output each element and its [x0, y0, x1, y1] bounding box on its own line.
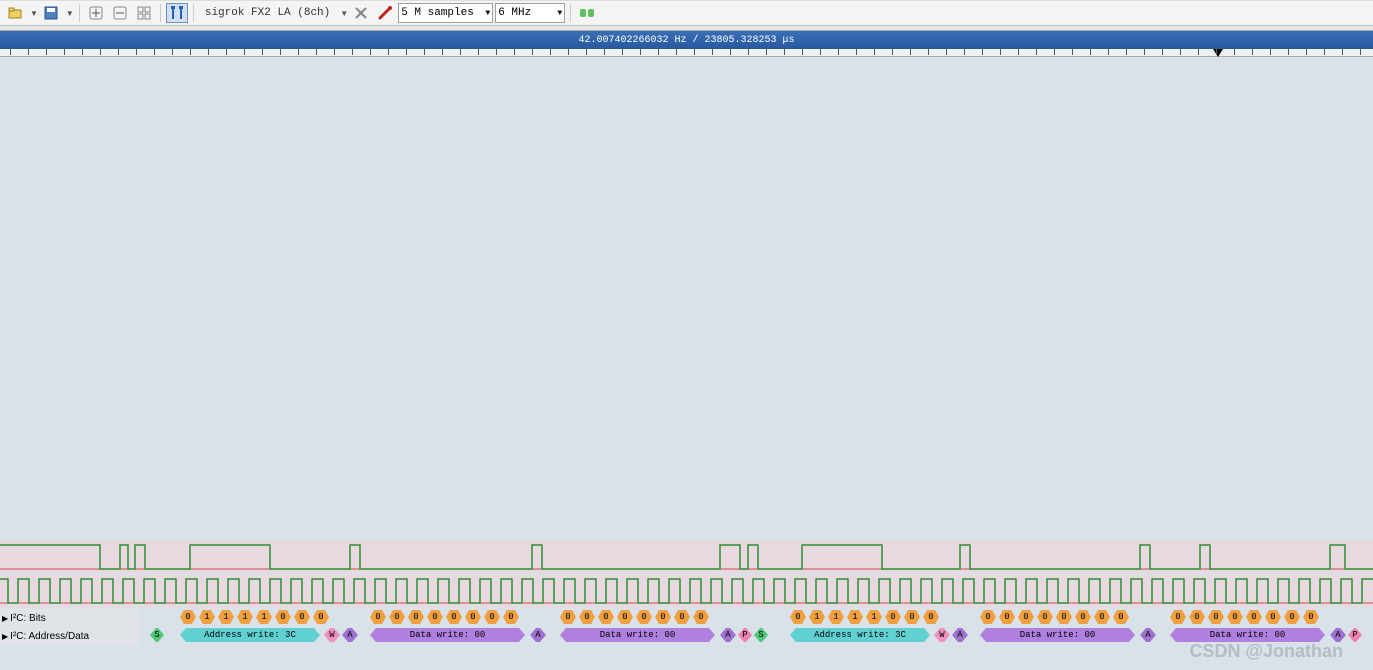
zoom-out-button[interactable] [109, 3, 131, 23]
bit-annotation: 0 [294, 610, 310, 624]
decode-annotation: W [324, 628, 340, 642]
decoder-bits-content[interactable]: 0111100000000000000000000111100000000000… [140, 609, 1373, 627]
decoder-addr-row: ▶I²C: Address/Data SAddress write: 3CWAD… [0, 627, 1373, 645]
bit-annotation: 0 [389, 610, 405, 624]
bit-annotation: 1 [199, 610, 215, 624]
bit-annotation: 0 [484, 610, 500, 624]
bit-annotation: 0 [370, 610, 386, 624]
bit-annotation: 0 [674, 610, 690, 624]
ruler[interactable]: 42.007402266032 Hz / 23805.328253 μs [0, 31, 1373, 49]
decode-annotation: Data write: 00 [1170, 628, 1325, 642]
bit-annotation: 0 [427, 610, 443, 624]
bit-annotation: 0 [1246, 610, 1262, 624]
decode-annotation: A [530, 628, 546, 642]
samples-combo[interactable]: 5 M samples▼ [398, 3, 493, 23]
bit-annotation: 0 [180, 610, 196, 624]
decode-annotation: S [150, 628, 164, 642]
configure-icon[interactable] [350, 3, 372, 23]
bit-annotation: 0 [636, 610, 652, 624]
bit-annotation: 1 [847, 610, 863, 624]
bit-annotation: 0 [1227, 610, 1243, 624]
time-ticks [0, 49, 1373, 57]
decode-annotation: P [1348, 628, 1362, 642]
bit-annotation: 1 [256, 610, 272, 624]
decode-annotation: Data write: 00 [370, 628, 525, 642]
decoder-addr-content[interactable]: SAddress write: 3CWAData write: 00AData … [140, 627, 1373, 645]
decode-annotation: Data write: 00 [560, 628, 715, 642]
cursors-button[interactable] [166, 3, 188, 23]
bit-annotation: 0 [693, 610, 709, 624]
bit-annotation: 0 [790, 610, 806, 624]
decode-annotation: Address write: 3C [790, 628, 930, 642]
bit-annotation: 0 [1075, 610, 1091, 624]
decode-annotation: A [1140, 628, 1156, 642]
bit-annotation: 0 [1037, 610, 1053, 624]
bit-annotation: 1 [866, 610, 882, 624]
bit-annotation: 0 [999, 610, 1015, 624]
bit-annotation: 0 [617, 610, 633, 624]
bit-annotation: 1 [218, 610, 234, 624]
bit-annotation: 0 [313, 610, 329, 624]
bit-annotation: 0 [598, 610, 614, 624]
bit-annotation: 0 [980, 610, 996, 624]
zoom-fit-button[interactable] [133, 3, 155, 23]
bit-annotation: 0 [1303, 610, 1319, 624]
bit-annotation: 0 [1056, 610, 1072, 624]
decode-annotation: Data write: 00 [980, 628, 1135, 642]
bit-annotation: 0 [446, 610, 462, 624]
bit-annotation: 1 [237, 610, 253, 624]
cursor-measurement: 42.007402266032 Hz / 23805.328253 μs [578, 35, 794, 46]
save-dropdown[interactable]: ▼ [66, 9, 74, 18]
bit-annotation: 0 [1113, 610, 1129, 624]
save-button[interactable] [40, 3, 62, 23]
toolbar: ▼ ▼ sigrok FX2 LA (8ch) ▼ 5 M samples▼ 6… [0, 0, 1373, 26]
decode-annotation: A [952, 628, 968, 642]
bit-annotation: 0 [655, 610, 671, 624]
zoom-in-button[interactable] [85, 3, 107, 23]
bit-annotation: 0 [1265, 610, 1281, 624]
marker-triangle[interactable] [1213, 49, 1223, 57]
bit-annotation: 0 [465, 610, 481, 624]
rate-combo[interactable]: 6 MHz▼ [495, 3, 565, 23]
bit-annotation: 0 [1284, 610, 1300, 624]
bit-annotation: 0 [1094, 610, 1110, 624]
main-view: 42.007402266032 Hz / 23805.328253 μs ▶I²… [0, 26, 1373, 670]
bit-annotation: 0 [904, 610, 920, 624]
decoder-bits-label[interactable]: ▶I²C: Bits [0, 609, 140, 627]
decode-annotation: S [754, 628, 768, 642]
bit-annotation: 0 [1208, 610, 1224, 624]
bit-annotation: 0 [408, 610, 424, 624]
decode-annotation: A [1330, 628, 1346, 642]
bit-annotation: 0 [275, 610, 291, 624]
bit-annotation: 0 [1189, 610, 1205, 624]
bit-annotation: 0 [885, 610, 901, 624]
decode-annotation: A [342, 628, 358, 642]
device-dropdown[interactable]: ▼ [340, 9, 348, 18]
probe-icon[interactable] [374, 3, 396, 23]
bit-annotation: 0 [923, 610, 939, 624]
decoder-addr-label[interactable]: ▶I²C: Address/Data [0, 627, 140, 645]
bit-annotation: 0 [1170, 610, 1186, 624]
bit-annotation: 1 [828, 610, 844, 624]
bit-annotation: 0 [560, 610, 576, 624]
open-button[interactable] [4, 3, 26, 23]
decode-annotation: W [934, 628, 950, 642]
sda-trace[interactable] [0, 541, 1373, 573]
run-button[interactable] [576, 3, 598, 23]
bit-annotation: 1 [809, 610, 825, 624]
watermark: CSDN @Jonathan [1189, 641, 1343, 662]
bit-annotation: 0 [579, 610, 595, 624]
decode-annotation: Address write: 3C [180, 628, 320, 642]
scl-trace[interactable] [0, 575, 1373, 607]
device-label[interactable]: sigrok FX2 LA (8ch) [199, 7, 336, 19]
bit-annotation: 0 [503, 610, 519, 624]
decoder-bits-row: ▶I²C: Bits 01111000000000000000000001111… [0, 609, 1373, 627]
open-dropdown[interactable]: ▼ [30, 9, 38, 18]
bit-annotation: 0 [1018, 610, 1034, 624]
decode-annotation: P [738, 628, 752, 642]
decode-annotation: A [720, 628, 736, 642]
